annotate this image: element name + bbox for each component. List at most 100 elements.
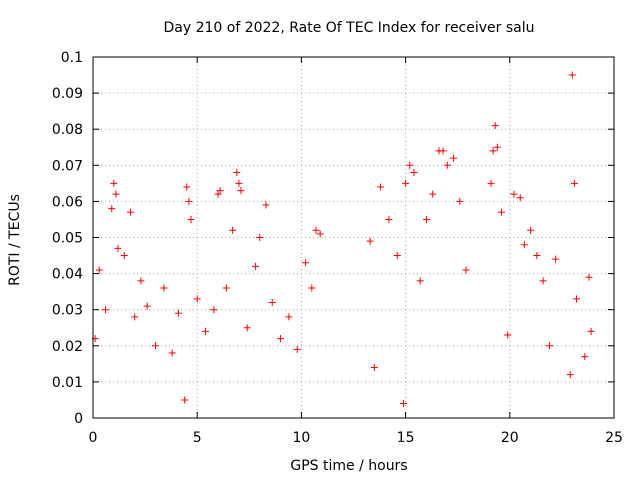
data-point <box>243 324 251 332</box>
data-point <box>214 190 222 198</box>
grid-lines <box>93 57 614 418</box>
data-point <box>443 161 451 169</box>
data-point <box>370 363 378 371</box>
data-point <box>456 197 464 205</box>
x-axis-label: GPS time / hours <box>290 458 407 474</box>
y-tick-label: 0.05 <box>52 231 83 247</box>
data-point <box>131 313 139 321</box>
data-point <box>439 147 447 155</box>
plot-frame <box>92 56 615 419</box>
data-point <box>393 252 401 260</box>
y-tick-label: 0.08 <box>52 122 83 138</box>
data-point <box>377 183 385 191</box>
data-point <box>487 179 495 187</box>
data-point <box>402 179 410 187</box>
data-point <box>520 241 528 249</box>
y-axis-label: ROTI / TECUs <box>7 194 23 286</box>
data-point <box>422 215 430 223</box>
data-point <box>168 349 176 357</box>
data-point <box>491 122 499 130</box>
data-point <box>316 230 324 238</box>
data-point <box>366 237 374 245</box>
axis-ticks: 0 5 10 15 20 25 0 0.01 0.02 0.03 0.04 0.05 0.06 0.07 0… <box>52 50 623 446</box>
data-point <box>539 277 547 285</box>
data-point <box>406 161 414 169</box>
data-point <box>429 190 437 198</box>
data-point <box>102 306 110 314</box>
data-point <box>181 396 189 404</box>
x-tick-label: 15 <box>397 430 415 446</box>
data-point <box>585 273 593 281</box>
data-point <box>504 331 512 339</box>
data-point <box>127 208 135 216</box>
data-point <box>416 277 424 285</box>
data-point <box>572 295 580 303</box>
data-point <box>293 345 301 353</box>
data-point <box>235 179 243 187</box>
data-point <box>202 327 210 335</box>
data-point <box>183 183 191 191</box>
data-point <box>193 295 201 303</box>
x-tick-label: 0 <box>89 430 98 446</box>
data-point <box>493 143 501 151</box>
data-point <box>450 154 458 162</box>
data-point <box>229 226 237 234</box>
y-tick-label: 0.03 <box>52 303 83 319</box>
data-point <box>410 169 418 177</box>
x-tick-label: 25 <box>605 430 623 446</box>
chart-title: Day 210 of 2022, Rate Of TEC Index for r… <box>163 20 534 36</box>
data-point <box>114 244 122 252</box>
data-point <box>400 400 408 408</box>
data-point <box>489 147 497 155</box>
data-point <box>160 284 168 292</box>
x-tick-label: 20 <box>501 430 519 446</box>
data-point <box>587 327 595 335</box>
data-point <box>112 190 120 198</box>
data-point <box>210 306 218 314</box>
data-point <box>95 266 103 274</box>
data-point <box>233 169 241 177</box>
data-point <box>285 313 293 321</box>
data-point <box>262 201 270 209</box>
data-point <box>510 190 518 198</box>
data-points <box>91 71 595 408</box>
x-tick-label: 10 <box>292 430 310 446</box>
data-point <box>110 179 118 187</box>
data-point <box>174 309 182 317</box>
data-point <box>143 302 151 310</box>
data-point <box>385 215 393 223</box>
data-point <box>527 226 535 234</box>
y-tick-label: 0.04 <box>52 267 83 283</box>
y-tick-label: 0.06 <box>52 194 83 210</box>
y-tick-label: 0.02 <box>52 339 83 355</box>
data-point <box>187 215 195 223</box>
data-point <box>252 262 260 270</box>
data-point <box>552 255 560 263</box>
data-point <box>120 252 128 260</box>
y-tick-label: 0.07 <box>52 158 83 174</box>
data-point <box>152 342 160 350</box>
data-point <box>462 266 470 274</box>
x-tick-label: 5 <box>193 430 202 446</box>
y-tick-label: 0.09 <box>52 86 83 102</box>
data-point <box>256 234 264 241</box>
data-point <box>216 187 224 195</box>
data-point <box>308 284 316 292</box>
y-tick-label: 0.1 <box>61 50 83 66</box>
data-point <box>581 353 589 361</box>
data-point <box>570 179 578 187</box>
data-point <box>222 284 230 292</box>
data-point <box>533 252 541 260</box>
y-tick-label: 0 <box>74 411 83 427</box>
data-point <box>137 277 145 285</box>
data-point <box>185 197 193 205</box>
data-point <box>545 342 553 350</box>
data-point <box>312 226 320 234</box>
data-point <box>302 259 310 267</box>
data-point <box>516 194 524 202</box>
y-tick-label: 0.01 <box>52 375 83 391</box>
data-point <box>237 187 245 195</box>
data-point <box>566 371 574 379</box>
data-point <box>268 298 276 306</box>
